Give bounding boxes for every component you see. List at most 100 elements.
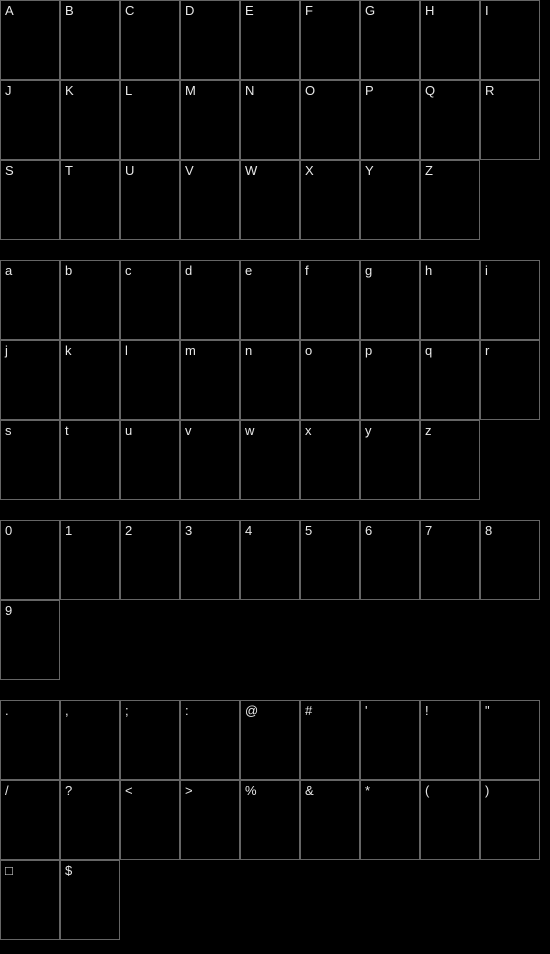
glyph-label: W (245, 163, 257, 178)
glyph-cell: v (180, 420, 240, 500)
glyph-cell: / (0, 780, 60, 860)
glyph-cell: " (480, 700, 540, 780)
glyph-label: □ (5, 863, 13, 878)
glyph-cell: * (360, 780, 420, 860)
glyph-label: " (485, 703, 490, 718)
glyph-label: < (125, 783, 133, 798)
glyph-label: q (425, 343, 432, 358)
glyph-label: / (5, 783, 9, 798)
glyph-label: ' (365, 703, 367, 718)
glyph-label: 9 (5, 603, 12, 618)
glyph-cell: L (120, 80, 180, 160)
glyph-label: J (5, 83, 12, 98)
glyph-label: # (305, 703, 312, 718)
glyph-label: E (245, 3, 254, 18)
glyph-label: 1 (65, 523, 72, 538)
glyph-cell: J (0, 80, 60, 160)
glyph-cell: c (120, 260, 180, 340)
glyph-cell: G (360, 0, 420, 80)
glyph-cell: 8 (480, 520, 540, 600)
glyph-label: 5 (305, 523, 312, 538)
glyph-label: . (5, 703, 9, 718)
glyph-label: Y (365, 163, 374, 178)
glyph-cell: w (240, 420, 300, 500)
glyph-cell: @ (240, 700, 300, 780)
glyph-cell: Q (420, 80, 480, 160)
glyph-cell: T (60, 160, 120, 240)
glyph-label: l (125, 343, 128, 358)
glyph-cell: 1 (60, 520, 120, 600)
glyph-cell: > (180, 780, 240, 860)
glyph-label: o (305, 343, 312, 358)
glyph-label: @ (245, 703, 258, 718)
glyph-cell: ? (60, 780, 120, 860)
glyph-label: v (185, 423, 192, 438)
glyph-cell: l (120, 340, 180, 420)
glyph-cell: k (60, 340, 120, 420)
glyph-cell: O (300, 80, 360, 160)
glyph-label: D (185, 3, 194, 18)
glyph-label: C (125, 3, 134, 18)
glyph-label: h (425, 263, 432, 278)
glyph-label: 3 (185, 523, 192, 538)
glyph-label: B (65, 3, 74, 18)
glyph-label: s (5, 423, 12, 438)
glyph-cell: 7 (420, 520, 480, 600)
glyph-cell: x (300, 420, 360, 500)
glyph-label: x (305, 423, 312, 438)
glyph-label: u (125, 423, 132, 438)
glyph-cell: z (420, 420, 480, 500)
glyph-label: I (485, 3, 489, 18)
glyph-cell: , (60, 700, 120, 780)
glyph-cell: S (0, 160, 60, 240)
glyph-cell: C (120, 0, 180, 80)
glyph-label: n (245, 343, 252, 358)
glyph-label: G (365, 3, 375, 18)
glyph-label: T (65, 163, 73, 178)
glyph-cell: e (240, 260, 300, 340)
glyph-label: P (365, 83, 374, 98)
glyph-cell: B (60, 0, 120, 80)
glyph-cell: s (0, 420, 60, 500)
glyph-label: A (5, 3, 14, 18)
glyph-label: V (185, 163, 194, 178)
glyph-label: 7 (425, 523, 432, 538)
glyph-cell: p (360, 340, 420, 420)
glyph-cell: u (120, 420, 180, 500)
glyph-cell: ; (120, 700, 180, 780)
glyph-cell: : (180, 700, 240, 780)
glyph-cell: E (240, 0, 300, 80)
glyph-label: U (125, 163, 134, 178)
glyph-label: ) (485, 783, 489, 798)
glyph-label: t (65, 423, 69, 438)
glyph-cell: r (480, 340, 540, 420)
glyph-cell: a (0, 260, 60, 340)
glyph-label: ; (125, 703, 129, 718)
glyph-label: a (5, 263, 12, 278)
glyph-cell: Z (420, 160, 480, 240)
glyph-cell: R (480, 80, 540, 160)
glyph-cell: j (0, 340, 60, 420)
glyph-label: r (485, 343, 489, 358)
glyph-label: b (65, 263, 72, 278)
glyph-label: S (5, 163, 14, 178)
glyph-cell: # (300, 700, 360, 780)
glyph-cell: y (360, 420, 420, 500)
glyph-label: F (305, 3, 313, 18)
glyph-label: % (245, 783, 257, 798)
glyph-label: w (245, 423, 254, 438)
glyph-label: O (305, 83, 315, 98)
glyph-cell: W (240, 160, 300, 240)
glyph-cell: q (420, 340, 480, 420)
glyph-label: d (185, 263, 192, 278)
section-digits: 0123456789 (0, 520, 540, 680)
glyph-cell: 2 (120, 520, 180, 600)
glyph-cell: m (180, 340, 240, 420)
glyph-label: g (365, 263, 372, 278)
glyph-label: 0 (5, 523, 12, 538)
glyph-cell: D (180, 0, 240, 80)
glyph-cell: g (360, 260, 420, 340)
section-lowercase: abcdefghijklmnopqrstuvwxyz (0, 260, 540, 500)
glyph-cell: 0 (0, 520, 60, 600)
glyph-label: k (65, 343, 72, 358)
